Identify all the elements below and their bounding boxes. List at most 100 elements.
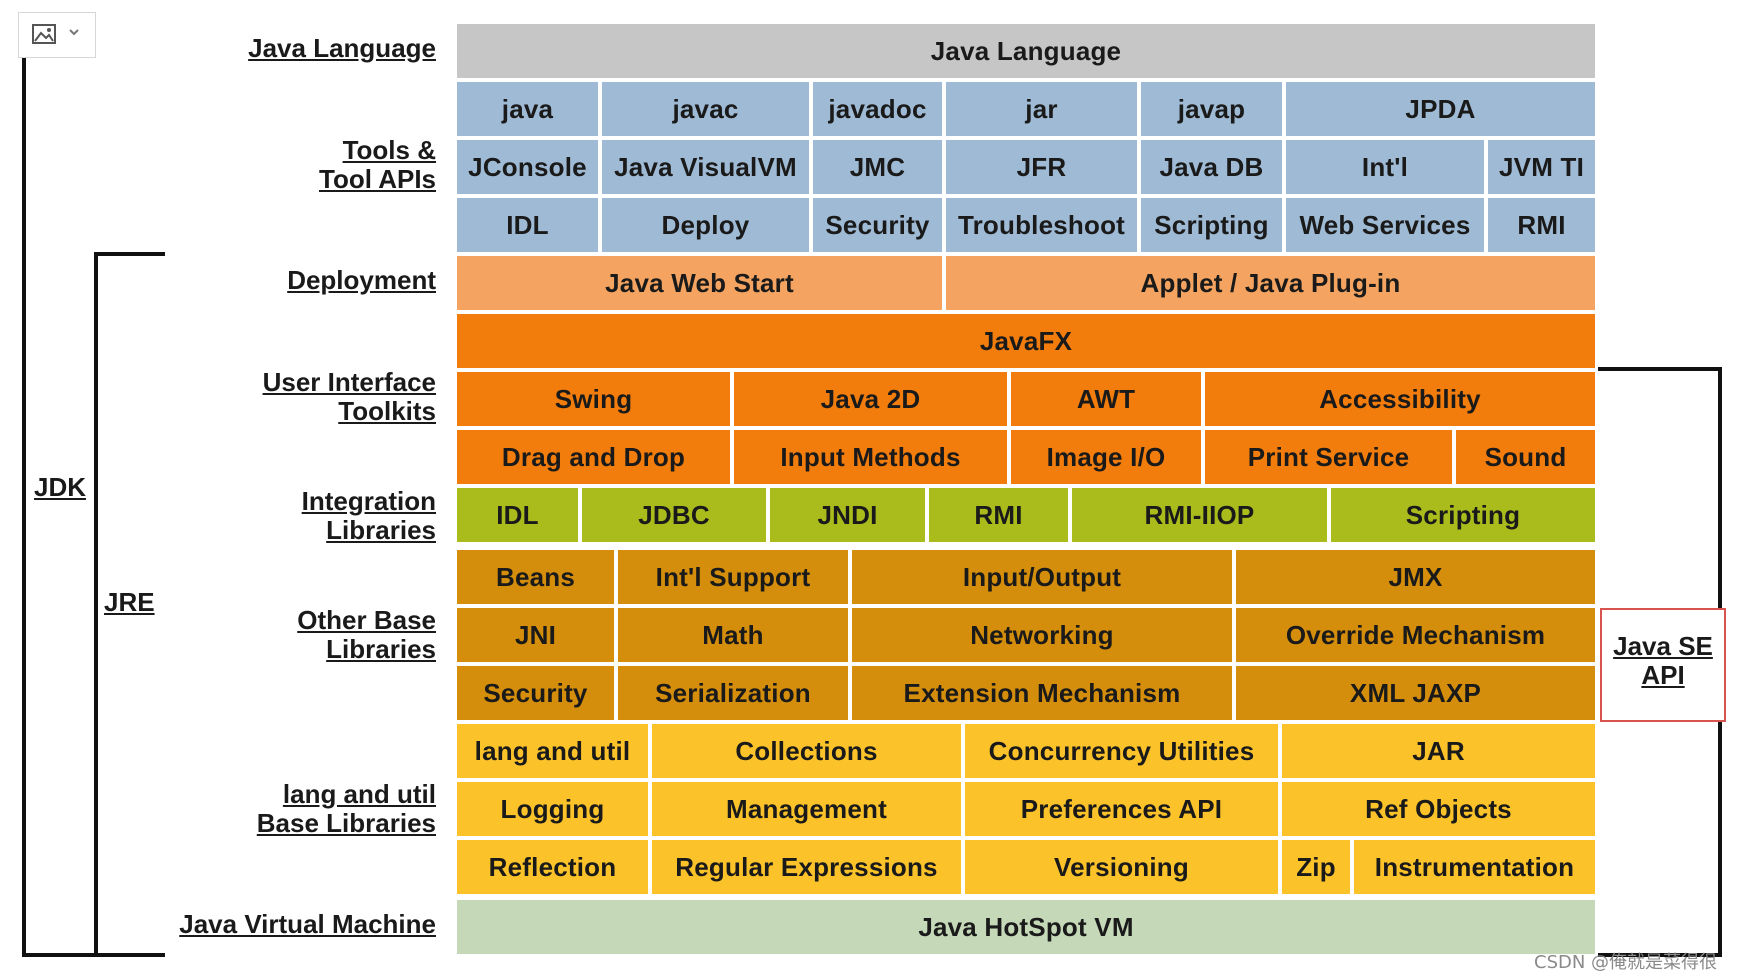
- cell-integration-idl: IDL: [457, 488, 578, 542]
- cell-tools-1-javac: javac: [602, 82, 809, 136]
- cell-lang-1-concurrency-utilities: Concurrency Utilities: [965, 724, 1278, 778]
- label-lang-line2: Base Libraries: [256, 808, 436, 838]
- jre-bracket-top: [94, 252, 165, 256]
- java-se-api-label[interactable]: Java SE API: [1600, 632, 1726, 690]
- cell-other-3-security: Security: [457, 666, 614, 720]
- cell-other-3-xml-jaxp: XML JAXP: [1236, 666, 1595, 720]
- java-se-api-label-line2: API: [1641, 660, 1685, 690]
- watermark: CSDN @俺就是菜得很: [1534, 952, 1718, 973]
- label-lang-util[interactable]: lang and util Base Libraries: [257, 780, 436, 838]
- cell-ui-1-swing: Swing: [457, 372, 730, 426]
- cell-ui-2-print-service: Print Service: [1205, 430, 1452, 484]
- cell-ui-2-drag-and-drop: Drag and Drop: [457, 430, 730, 484]
- cell-ui-2-input-methods: Input Methods: [734, 430, 1007, 484]
- label-ui-line2: Toolkits: [338, 396, 436, 426]
- cell-tools-2-jvm-ti: JVM TI: [1488, 140, 1595, 194]
- label-integration-line2: Libraries: [326, 515, 436, 545]
- cell-lang-1-collections: Collections: [652, 724, 961, 778]
- cell-deployment-java-web-start: Java Web Start: [457, 256, 942, 310]
- cell-lang-2-management: Management: [652, 782, 961, 836]
- cell-other-1-jmx: JMX: [1236, 550, 1595, 604]
- api-bracket-top: [1598, 367, 1722, 371]
- cell-lang-3-regular-expressions: Regular Expressions: [652, 840, 961, 894]
- cell-ui-2-sound: Sound: [1456, 430, 1595, 484]
- cell-other-1-beans: Beans: [457, 550, 614, 604]
- cell-integration-jndi: JNDI: [770, 488, 925, 542]
- cell-tools-1-jar: jar: [946, 82, 1137, 136]
- row-label-column: Java Language Tools & Tool APIs Deployme…: [0, 0, 436, 979]
- cell-integration-rmi-iiop: RMI-IIOP: [1072, 488, 1327, 542]
- cell-lang-3-versioning: Versioning: [965, 840, 1278, 894]
- cell-tools-2-java-visualvm: Java VisualVM: [602, 140, 809, 194]
- label-ui-line1: User Interface: [262, 367, 436, 397]
- chevron-down-icon: [69, 29, 79, 36]
- api-bracket-bottom: [1598, 953, 1722, 957]
- cell-lang-2-preferences-api: Preferences API: [965, 782, 1278, 836]
- cell-tools-2-jfr: JFR: [946, 140, 1137, 194]
- cell-tools-1-java: java: [457, 82, 598, 136]
- cell-tools-3-idl: IDL: [457, 198, 598, 252]
- cell-tools-2-int-l: Int'l: [1286, 140, 1484, 194]
- label-other-base[interactable]: Other Base Libraries: [297, 606, 436, 664]
- cell-ui-1-accessibility: Accessibility: [1205, 372, 1595, 426]
- jdk-bracket-bottom: [22, 953, 165, 957]
- cell-lang-2-logging: Logging: [457, 782, 648, 836]
- cell-ui-1-java-2d: Java 2D: [734, 372, 1007, 426]
- cell-java-language-java-language: Java Language: [457, 24, 1595, 78]
- cell-tools-3-scripting: Scripting: [1141, 198, 1282, 252]
- cell-other-2-math: Math: [618, 608, 848, 662]
- cell-lang-3-reflection: Reflection: [457, 840, 648, 894]
- jdk-label[interactable]: JDK: [34, 472, 87, 502]
- label-tools-line1: Tools &: [342, 135, 436, 165]
- cell-integration-rmi: RMI: [929, 488, 1068, 542]
- java-se-api-label-line1: Java SE: [1613, 631, 1713, 661]
- cell-tools-3-troubleshoot: Troubleshoot: [946, 198, 1137, 252]
- cell-tools-2-jconsole: JConsole: [457, 140, 598, 194]
- label-tools-line2: Tool APIs: [319, 164, 436, 194]
- label-integration[interactable]: Integration Libraries: [302, 487, 436, 545]
- cell-other-1-int-l-support: Int'l Support: [618, 550, 848, 604]
- cell-tools-3-deploy: Deploy: [602, 198, 809, 252]
- cell-tools-3-web-services: Web Services: [1286, 198, 1484, 252]
- label-java-language[interactable]: Java Language: [248, 33, 436, 63]
- image-icon-button[interactable]: [18, 12, 96, 58]
- cell-tools-3-rmi: RMI: [1488, 198, 1595, 252]
- cell-integration-scripting: Scripting: [1331, 488, 1595, 542]
- label-other-line1: Other Base: [297, 605, 436, 635]
- cell-deployment-applet-java-plug-in: Applet / Java Plug-in: [946, 256, 1595, 310]
- cell-lang-2-ref-objects: Ref Objects: [1282, 782, 1595, 836]
- cell-other-3-extension-mechanism: Extension Mechanism: [852, 666, 1232, 720]
- cell-jvm-java-hotspot-vm: Java HotSpot VM: [457, 900, 1595, 954]
- label-ui-toolkits[interactable]: User Interface Toolkits: [263, 368, 436, 426]
- cell-javafx-javafx: JavaFX: [457, 314, 1595, 368]
- cell-ui-2-image-i-o: Image I/O: [1011, 430, 1201, 484]
- jre-label[interactable]: JRE: [104, 587, 155, 617]
- cell-lang-3-instrumentation: Instrumentation: [1354, 840, 1595, 894]
- image-icon: [32, 24, 79, 44]
- cell-tools-1-javadoc: javadoc: [813, 82, 942, 136]
- cell-other-1-input-output: Input/Output: [852, 550, 1232, 604]
- cell-other-3-serialization: Serialization: [618, 666, 848, 720]
- jre-bracket-vertical: [94, 252, 98, 957]
- jdk-bracket-vertical: [22, 58, 26, 957]
- label-integration-line1: Integration: [301, 486, 436, 516]
- cell-ui-1-awt: AWT: [1011, 372, 1201, 426]
- label-deployment[interactable]: Deployment: [287, 265, 436, 295]
- cell-tools-3-security: Security: [813, 198, 942, 252]
- cell-lang-3-zip: Zip: [1282, 840, 1350, 894]
- cell-tools-1-javap: javap: [1141, 82, 1282, 136]
- cell-tools-2-jmc: JMC: [813, 140, 942, 194]
- cell-other-2-override-mechanism: Override Mechanism: [1236, 608, 1595, 662]
- cell-lang-1-lang-and-util: lang and util: [457, 724, 648, 778]
- label-other-line2: Libraries: [326, 634, 436, 664]
- label-lang-line1: lang and util: [282, 779, 436, 809]
- cell-other-2-jni: JNI: [457, 608, 614, 662]
- cell-integration-jdbc: JDBC: [582, 488, 766, 542]
- cell-tools-1-jpda: JPDA: [1286, 82, 1595, 136]
- api-highlight-box: [1600, 608, 1726, 722]
- label-jvm[interactable]: Java Virtual Machine: [179, 909, 436, 939]
- label-tools[interactable]: Tools & Tool APIs: [319, 136, 436, 194]
- cell-tools-2-java-db: Java DB: [1141, 140, 1282, 194]
- cell-lang-1-jar: JAR: [1282, 724, 1595, 778]
